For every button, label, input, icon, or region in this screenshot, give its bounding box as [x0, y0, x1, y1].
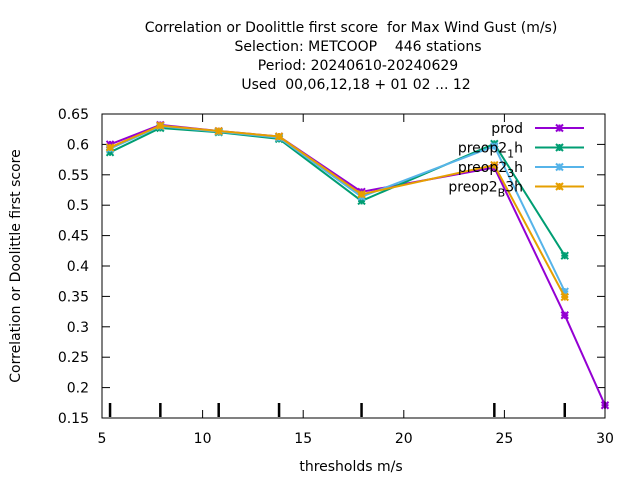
- title-line-3: Period: 20240610-20240629: [258, 58, 458, 74]
- data-point: [555, 123, 564, 133]
- x-tick-label: 15: [294, 431, 312, 447]
- y-tick-label: 0.35: [58, 289, 89, 305]
- title-line-1: Correlation or Doolittle first score for…: [145, 20, 558, 36]
- y-tick-label: 0.4: [67, 259, 89, 275]
- series-line: [109, 123, 606, 406]
- series-prod: [105, 120, 610, 410]
- x-tick-label: 5: [98, 431, 107, 447]
- data-point: [555, 143, 564, 152]
- data-point: [560, 311, 569, 320]
- legend-label: prod: [491, 121, 523, 137]
- axis-ticks: [101, 113, 606, 419]
- threshold-marks: [108, 403, 567, 417]
- series-preop2_B3h: [105, 121, 569, 302]
- legend-entry: preop21h: [458, 141, 584, 161]
- data-point: [490, 160, 499, 170]
- y-tick-label: 0.55: [58, 168, 89, 184]
- data-point: [105, 143, 115, 152]
- legend-label: preop2B3h: [448, 180, 523, 200]
- y-tick-label: 0.45: [58, 229, 89, 245]
- data-point: [560, 251, 569, 260]
- y-tick-label: 0.3: [67, 320, 89, 336]
- data-point: [490, 142, 499, 151]
- title-line-4: Used 00,06,12,18 + 01 02 ... 12: [241, 77, 470, 93]
- y-tick-label: 0.25: [58, 350, 89, 366]
- data-point: [357, 190, 366, 199]
- y-tick-labels: 0.15 0.2 0.25 0.3 0.35 0.4 0.45 0.5 0.55 0.6 0.65: [58, 107, 89, 427]
- title-line-2: Selection: METCOOP 446 stations: [234, 39, 481, 55]
- x-tick-label: 10: [194, 431, 212, 447]
- data-point: [274, 132, 284, 141]
- data-point: [555, 162, 564, 172]
- x-tick-labels: 5 10 15 20 25 30: [98, 431, 614, 447]
- data-point: [560, 292, 569, 302]
- y-tick-label: 0.5: [67, 198, 89, 214]
- x-axis-label: thresholds m/s: [299, 459, 402, 475]
- plot-frame: [101, 113, 606, 419]
- data-point: [214, 126, 223, 136]
- legend-entry: preop23h: [458, 160, 584, 180]
- y-axis-label: Correlation or Doolittle first score: [8, 149, 24, 382]
- y-tick-label: 0.6: [67, 137, 89, 153]
- chart-title: Correlation or Doolittle first score for…: [145, 20, 558, 93]
- legend-entry: preop2B3h: [448, 180, 584, 200]
- series-layer: [105, 120, 610, 410]
- legend-label: preop23h: [458, 160, 523, 180]
- data-point: [156, 121, 165, 130]
- y-tick-label: 0.65: [58, 107, 89, 123]
- x-tick-label: 25: [495, 431, 513, 447]
- legend-entry: prod: [491, 121, 584, 137]
- legend-label: preop21h: [458, 141, 523, 161]
- x-tick-label: 20: [395, 431, 413, 447]
- y-tick-label: 0.15: [58, 411, 89, 427]
- y-tick-label: 0.2: [67, 381, 89, 397]
- data-point: [555, 182, 564, 191]
- x-tick-label: 30: [596, 431, 614, 447]
